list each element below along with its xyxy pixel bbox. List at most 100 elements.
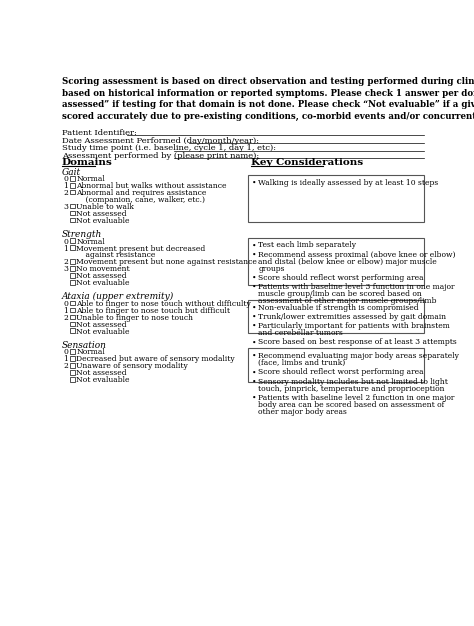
Text: •: • — [252, 322, 257, 331]
Text: other major body areas: other major body areas — [258, 408, 347, 416]
Text: Gait: Gait — [62, 168, 81, 177]
Text: (face, limbs and trunk): (face, limbs and trunk) — [258, 359, 346, 367]
Text: 3: 3 — [63, 265, 68, 274]
Text: Score should reflect worst performing area: Score should reflect worst performing ar… — [258, 369, 424, 376]
Text: muscle group/limb can be scored based on: muscle group/limb can be scored based on — [258, 290, 422, 298]
Text: Normal: Normal — [76, 175, 105, 183]
Text: •: • — [252, 369, 257, 376]
Bar — [70, 322, 75, 326]
Text: Unable to walk: Unable to walk — [76, 203, 134, 211]
Bar — [247, 175, 424, 222]
Text: Scoring assessment is based on direct observation and testing performed during c: Scoring assessment is based on direct ob… — [62, 78, 474, 121]
Bar — [70, 203, 75, 208]
Text: Not evaluable: Not evaluable — [76, 376, 130, 384]
Text: Walking is ideally assessed by at least 10 steps: Walking is ideally assessed by at least … — [258, 179, 438, 187]
Text: Patients with baseline level 3 function in one major: Patients with baseline level 3 function … — [258, 283, 455, 291]
Text: •: • — [252, 250, 257, 259]
Bar — [70, 307, 75, 312]
Bar — [70, 273, 75, 277]
Text: 2: 2 — [63, 259, 68, 267]
Text: •: • — [252, 242, 257, 249]
Text: Key Considerations: Key Considerations — [251, 158, 364, 167]
Text: assessment of other major muscle groups/limb: assessment of other major muscle groups/… — [258, 297, 437, 305]
Text: •: • — [252, 304, 257, 312]
Bar — [70, 239, 75, 243]
Text: Movement present but decreased: Movement present but decreased — [76, 245, 206, 252]
Text: 0: 0 — [63, 175, 68, 183]
Text: (companion, cane, walker, etc.): (companion, cane, walker, etc.) — [76, 196, 205, 204]
Bar — [70, 329, 75, 333]
Text: Movement present but none against resistance: Movement present but none against resist… — [76, 259, 257, 267]
Text: •: • — [252, 394, 257, 402]
Text: Patients with baseline level 2 function in one major: Patients with baseline level 2 function … — [258, 394, 455, 402]
Text: Recommend evaluating major body areas separately: Recommend evaluating major body areas se… — [258, 352, 459, 361]
Text: Decreased but aware of sensory modality: Decreased but aware of sensory modality — [76, 356, 235, 364]
Bar — [70, 315, 75, 319]
Text: Date Assessment Performed (day/month/year):: Date Assessment Performed (day/month/yea… — [62, 136, 261, 145]
Text: 0: 0 — [63, 349, 68, 356]
Text: body area can be scored based on assessment of: body area can be scored based on assessm… — [258, 401, 445, 409]
Bar — [70, 363, 75, 367]
Text: Score should reflect worst performing area: Score should reflect worst performing ar… — [258, 274, 424, 282]
Bar — [70, 183, 75, 188]
Text: Not evaluable: Not evaluable — [76, 327, 130, 336]
Bar — [70, 377, 75, 382]
Text: Ataxia (upper extremity): Ataxia (upper extremity) — [62, 292, 174, 301]
Text: groups: groups — [258, 265, 285, 272]
Text: 1: 1 — [63, 245, 68, 252]
Text: •: • — [252, 339, 257, 346]
Bar — [70, 190, 75, 195]
Text: Abnormal and requires assistance: Abnormal and requires assistance — [76, 189, 207, 197]
Text: Patient Identifier:: Patient Identifier: — [62, 129, 139, 137]
Text: Score based on best response of at least 3 attempts: Score based on best response of at least… — [258, 339, 457, 346]
Text: Not assessed: Not assessed — [76, 272, 127, 280]
Text: Able to finger to nose touch without difficulty: Able to finger to nose touch without dif… — [76, 300, 251, 308]
Bar — [70, 245, 75, 250]
Text: Non-evaluable if strength is compromised: Non-evaluable if strength is compromised — [258, 304, 419, 312]
Text: •: • — [252, 352, 257, 361]
Text: 1: 1 — [63, 182, 68, 190]
Text: Able to finger to nose touch but difficult: Able to finger to nose touch but difficu… — [76, 307, 230, 315]
Text: Not assessed: Not assessed — [76, 369, 127, 377]
Text: Not evaluable: Not evaluable — [76, 217, 130, 225]
Bar — [70, 349, 75, 354]
Text: Sensory modality includes but not limited to light: Sensory modality includes but not limite… — [258, 377, 448, 386]
Text: •: • — [252, 283, 257, 291]
Text: Normal: Normal — [76, 349, 105, 356]
Text: Not assessed: Not assessed — [76, 321, 127, 329]
Text: 2: 2 — [63, 189, 68, 197]
Text: Recommend assess proximal (above knee or elbow): Recommend assess proximal (above knee or… — [258, 250, 456, 259]
Text: touch, pinprick, temperature and proprioception: touch, pinprick, temperature and proprio… — [258, 384, 445, 393]
Bar — [70, 210, 75, 215]
Text: •: • — [252, 377, 257, 386]
Text: Study time point (i.e. baseline, cycle 1, day 1, etc):: Study time point (i.e. baseline, cycle 1… — [62, 145, 278, 152]
Text: •: • — [252, 179, 257, 187]
Text: 1: 1 — [63, 307, 68, 315]
Text: 3: 3 — [63, 203, 68, 211]
Text: Strength: Strength — [62, 230, 102, 239]
Text: against resistance: against resistance — [76, 252, 155, 259]
Text: •: • — [252, 313, 257, 321]
Text: Unaware of sensory modality: Unaware of sensory modality — [76, 362, 188, 371]
Text: Trunk/lower extremities assessed by gait domain: Trunk/lower extremities assessed by gait… — [258, 313, 447, 321]
Bar — [70, 218, 75, 222]
Text: and distal (below knee or elbow) major muscle: and distal (below knee or elbow) major m… — [258, 258, 437, 265]
Text: No movement: No movement — [76, 265, 130, 274]
Bar — [247, 349, 424, 382]
Text: Not evaluable: Not evaluable — [76, 279, 130, 287]
Text: Abnormal but walks without assistance: Abnormal but walks without assistance — [76, 182, 227, 190]
Text: Test each limb separately: Test each limb separately — [258, 242, 356, 249]
Bar — [247, 238, 424, 285]
Bar — [70, 259, 75, 264]
Bar — [70, 300, 75, 305]
Bar — [247, 300, 424, 333]
Text: Not assessed: Not assessed — [76, 210, 127, 218]
Text: 2: 2 — [63, 314, 68, 322]
Text: Unable to finger to nose touch: Unable to finger to nose touch — [76, 314, 193, 322]
Text: 0: 0 — [63, 238, 68, 245]
Text: Assessment performed by (please print name):: Assessment performed by (please print na… — [62, 152, 262, 160]
Text: 0: 0 — [63, 300, 68, 308]
Bar — [70, 176, 75, 181]
Bar — [70, 280, 75, 285]
Text: Sensation: Sensation — [62, 341, 107, 350]
